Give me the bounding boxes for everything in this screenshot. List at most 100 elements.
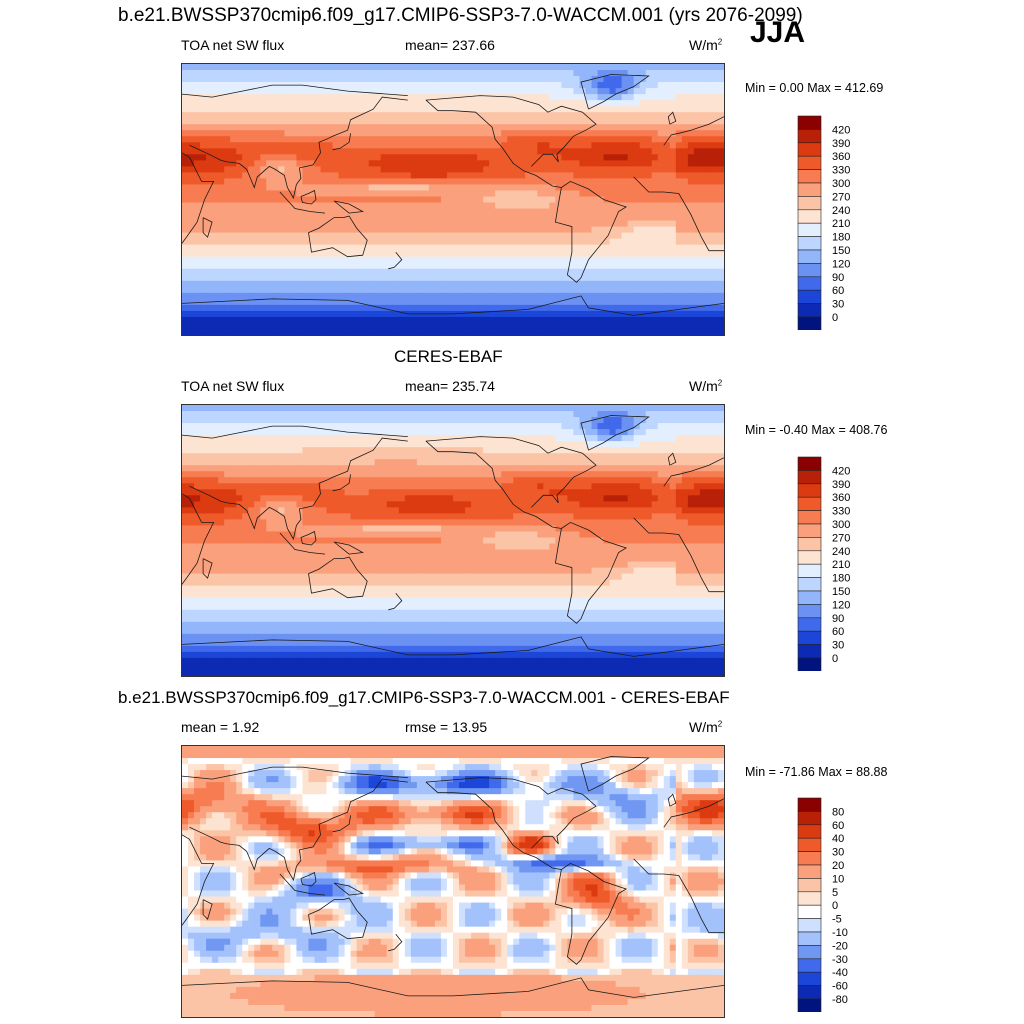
map-cell	[368, 459, 376, 466]
map-cell	[615, 136, 623, 143]
map-cell	[200, 423, 207, 430]
map-cell	[410, 244, 418, 252]
map-cell	[699, 286, 707, 294]
map-cell	[248, 166, 255, 173]
map-cell	[651, 411, 659, 418]
map-cell	[332, 70, 340, 77]
map-cell	[699, 178, 707, 186]
map-cell	[471, 148, 478, 155]
map-cell	[609, 88, 617, 95]
map-cell	[459, 76, 466, 83]
map-cell	[675, 447, 683, 454]
map-cell	[585, 280, 593, 288]
map-cell	[609, 124, 617, 131]
map-cell	[609, 184, 617, 192]
map-cell	[483, 196, 490, 204]
map-cell	[531, 256, 538, 264]
map-cell	[681, 238, 689, 246]
map-cell	[350, 154, 358, 161]
map-cell	[693, 417, 701, 424]
panel1-mean-label: mean= 237.66	[405, 37, 495, 53]
map-cell	[471, 190, 478, 198]
map-cell	[645, 64, 653, 71]
map-cell	[350, 322, 358, 330]
map-cell	[332, 286, 340, 294]
map-cell	[398, 280, 406, 288]
map-cell	[591, 411, 599, 418]
map-cell	[314, 76, 322, 83]
map-cell	[513, 226, 520, 234]
map-cell	[507, 196, 514, 204]
map-cell	[549, 226, 556, 234]
map-cell	[236, 262, 243, 270]
map-cell	[645, 286, 653, 294]
map-cell	[525, 178, 532, 186]
map-cell	[471, 459, 478, 466]
map-cell	[368, 118, 376, 125]
map-cell	[266, 220, 273, 228]
map-cell	[513, 154, 520, 161]
map-cell	[218, 417, 225, 424]
map-cell	[224, 166, 231, 173]
map-cell	[386, 328, 394, 335]
map-cell	[453, 202, 460, 210]
map-cell	[453, 322, 460, 330]
map-cell	[687, 250, 695, 258]
map-cell	[284, 447, 291, 454]
map-cell	[585, 244, 593, 252]
map-cell	[338, 232, 346, 240]
map-cell	[446, 76, 454, 83]
map-cell	[501, 316, 508, 324]
map-cell	[555, 226, 562, 234]
map-cell	[477, 88, 484, 95]
map-cell	[302, 112, 310, 119]
map-cell	[374, 130, 382, 137]
map-cell	[314, 148, 322, 155]
map-cell	[477, 148, 484, 155]
map-cell	[374, 142, 382, 149]
map-cell	[434, 304, 442, 312]
map-cell	[410, 88, 418, 95]
map-cell	[350, 208, 358, 216]
map-cell	[290, 459, 298, 466]
map-cell	[230, 256, 237, 264]
map-cell	[609, 405, 617, 412]
map-cell	[615, 232, 623, 240]
map-cell	[302, 166, 310, 173]
map-cell	[693, 196, 701, 204]
map-cell	[573, 262, 581, 270]
map-cell	[477, 160, 484, 167]
map-cell	[200, 286, 207, 294]
map-cell	[597, 411, 605, 418]
map-cell	[669, 232, 677, 240]
map-cell	[471, 226, 478, 234]
map-cell	[284, 106, 291, 113]
map-cell	[386, 250, 394, 258]
map-cell	[717, 435, 724, 442]
map-cell	[633, 453, 641, 460]
map-cell	[597, 238, 605, 246]
map-cell	[483, 112, 490, 119]
map-cell	[471, 441, 478, 448]
map-cell	[416, 250, 424, 258]
map-cell	[651, 70, 659, 77]
map-cell	[356, 244, 364, 252]
map-cell	[428, 160, 436, 167]
map-cell	[609, 112, 617, 119]
map-cell	[224, 298, 231, 306]
map-cell	[296, 262, 304, 270]
map-cell	[194, 280, 201, 288]
map-cell	[561, 154, 569, 161]
map-cell	[693, 106, 701, 113]
map-cell	[465, 166, 472, 173]
map-cell	[627, 322, 635, 330]
map-cell	[681, 100, 689, 107]
map-cell	[555, 292, 562, 300]
map-cell	[392, 82, 400, 89]
map-cell	[585, 232, 593, 240]
map-cell	[459, 250, 466, 258]
map-cell	[428, 304, 436, 312]
map-cell	[597, 214, 605, 222]
map-cell	[290, 268, 298, 276]
map-cell	[230, 226, 237, 234]
